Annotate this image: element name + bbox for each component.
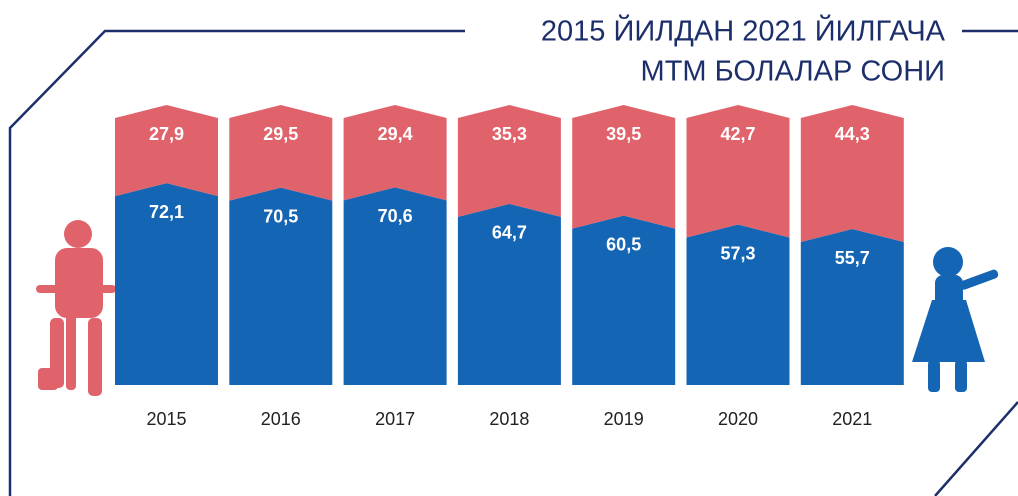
value-label: 42,7 [720, 124, 755, 144]
value-label: 70,6 [378, 206, 413, 226]
x-tick-label: 2016 [261, 409, 301, 429]
value-label: 35,3 [492, 124, 527, 144]
child-figure [912, 247, 999, 392]
value-label: 57,3 [720, 243, 755, 263]
value-label: 72,1 [149, 202, 184, 222]
x-tick-label: 2015 [146, 409, 186, 429]
child-figure [36, 220, 116, 396]
value-label: 39,5 [606, 124, 641, 144]
x-tick-label: 2018 [489, 409, 529, 429]
bar-segment [458, 105, 561, 217]
chart: 2015 ЙИЛДАН 2021 ЙИЛГАЧА МТМ БОЛАЛАР СОН… [0, 0, 1018, 496]
x-tick-label: 2020 [718, 409, 758, 429]
value-label: 29,4 [378, 124, 413, 144]
value-label: 27,9 [149, 124, 184, 144]
frame-line [935, 402, 1018, 496]
value-label: 70,5 [263, 206, 298, 226]
x-tick-label: 2021 [832, 409, 872, 429]
value-label: 64,7 [492, 223, 527, 243]
chart-title: МТМ БОЛАЛАР СОНИ [641, 56, 945, 88]
value-label: 55,7 [835, 248, 870, 268]
value-label: 44,3 [835, 124, 870, 144]
bar-segment [115, 105, 218, 196]
x-tick-label: 2017 [375, 409, 415, 429]
bar-segment [229, 105, 332, 201]
chart-title: 2015 ЙИЛДАН 2021 ЙИЛГАЧА [541, 14, 946, 48]
value-label: 29,5 [263, 124, 298, 144]
bar-segment [344, 105, 447, 200]
x-tick-label: 2019 [604, 409, 644, 429]
value-label: 60,5 [606, 234, 641, 254]
